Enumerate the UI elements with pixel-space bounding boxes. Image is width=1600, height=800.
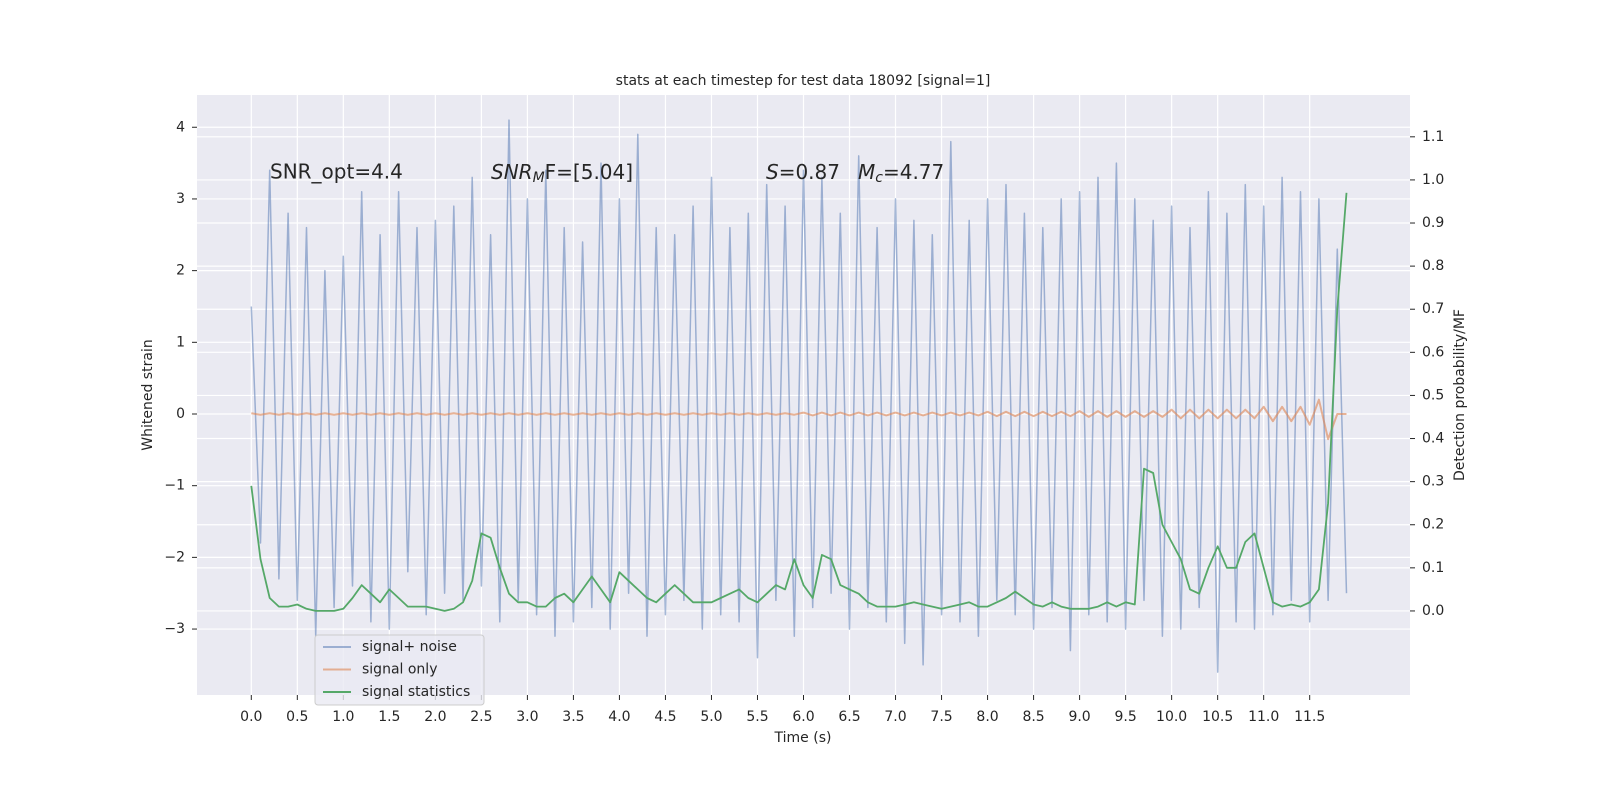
x-tick-label: 1.5 bbox=[378, 709, 400, 725]
x-tick-label: 11.5 bbox=[1294, 709, 1325, 725]
annotation-rest: =4.77 bbox=[883, 160, 944, 184]
x-axis-label: Time (s) bbox=[774, 730, 832, 746]
y2-tick-label: 0.0 bbox=[1422, 603, 1444, 619]
x-tick-label: 8.5 bbox=[1022, 709, 1044, 725]
x-tick-label: 2.5 bbox=[470, 709, 492, 725]
x-tick-label: 10.0 bbox=[1156, 709, 1187, 725]
y2-tick-label: 0.8 bbox=[1422, 258, 1444, 274]
legend-box bbox=[314, 634, 485, 706]
y2-tick-label: 0.1 bbox=[1422, 560, 1444, 576]
y2-tick-label: 0.7 bbox=[1422, 301, 1444, 317]
x-tick-label: 6.0 bbox=[792, 709, 814, 725]
x-tick-label: 4.5 bbox=[654, 709, 676, 725]
x-tick-label: 10.5 bbox=[1202, 709, 1233, 725]
annotation: SNRMF=[5.04] bbox=[491, 160, 633, 187]
x-tick-label: 11.0 bbox=[1248, 709, 1279, 725]
y-tick-label: 0 bbox=[176, 406, 185, 422]
x-tick-label: 6.5 bbox=[838, 709, 860, 725]
annotation-base: M bbox=[858, 160, 875, 184]
x-tick-label: 8.0 bbox=[976, 709, 998, 725]
y2-tick-label: 0.9 bbox=[1422, 215, 1444, 231]
x-tick-label: 0.5 bbox=[286, 709, 308, 725]
series-line bbox=[250, 192, 1348, 612]
annotation: SNR_opt=4.4 bbox=[270, 160, 403, 184]
legend-label: signal statistics bbox=[362, 684, 470, 700]
y-tick-label: −1 bbox=[164, 478, 185, 494]
x-tick-label: 0.0 bbox=[240, 709, 262, 725]
y-tick-label: 4 bbox=[176, 119, 185, 135]
y2-tick-label: 1.1 bbox=[1422, 129, 1444, 145]
y-axis-label: Whitened strain bbox=[140, 339, 156, 450]
annotation-rest: =0.87 bbox=[779, 160, 840, 184]
x-tick-label: 4.0 bbox=[608, 709, 630, 725]
y2-tick-label: 0.3 bbox=[1422, 474, 1444, 490]
series-line bbox=[251, 398, 1347, 441]
x-tick-label: 3.0 bbox=[516, 709, 538, 725]
series-line bbox=[250, 119, 1348, 673]
annotation: Mc=4.77 bbox=[858, 160, 944, 187]
annotation: S=0.87 bbox=[766, 160, 840, 184]
annotation-sub: M bbox=[533, 170, 545, 186]
y2-tick-label: 0.5 bbox=[1422, 387, 1444, 403]
chart-title: stats at each timestep for test data 180… bbox=[616, 73, 991, 89]
x-tick-label: 5.5 bbox=[746, 709, 768, 725]
y2-axis-label: Detection probability/MF bbox=[1452, 309, 1468, 481]
annotation-rest: F=[5.04] bbox=[545, 160, 633, 184]
x-tick-label: 1.0 bbox=[332, 709, 354, 725]
y-tick-label: −3 bbox=[164, 621, 185, 637]
y2-tick-label: 0.6 bbox=[1422, 344, 1444, 360]
y2-tick-label: 1.0 bbox=[1422, 172, 1444, 188]
x-tick-label: 3.5 bbox=[562, 709, 584, 725]
annotation-base: SNR bbox=[491, 160, 533, 184]
legend: signal+ noise signal only signal statistic… bbox=[314, 634, 485, 706]
x-tick-label: 9.5 bbox=[1114, 709, 1136, 725]
y-tick-label: 1 bbox=[176, 334, 185, 350]
x-tick-label: 9.0 bbox=[1068, 709, 1090, 725]
legend-label: signal only bbox=[362, 662, 437, 678]
x-tick-label: 2.0 bbox=[424, 709, 446, 725]
y-tick-label: −2 bbox=[164, 549, 185, 565]
y-tick-label: 2 bbox=[176, 263, 185, 279]
annotation-sub: c bbox=[875, 170, 883, 186]
annotation-base: S bbox=[766, 160, 779, 184]
y2-tick-label: 0.4 bbox=[1422, 431, 1444, 447]
legend-label: signal+ noise bbox=[362, 639, 457, 655]
x-tick-label: 7.0 bbox=[884, 709, 906, 725]
x-tick-label: 7.5 bbox=[930, 709, 952, 725]
x-tick-label: 5.0 bbox=[700, 709, 722, 725]
y2-tick-label: 0.2 bbox=[1422, 517, 1444, 533]
y-tick-label: 3 bbox=[176, 191, 185, 207]
